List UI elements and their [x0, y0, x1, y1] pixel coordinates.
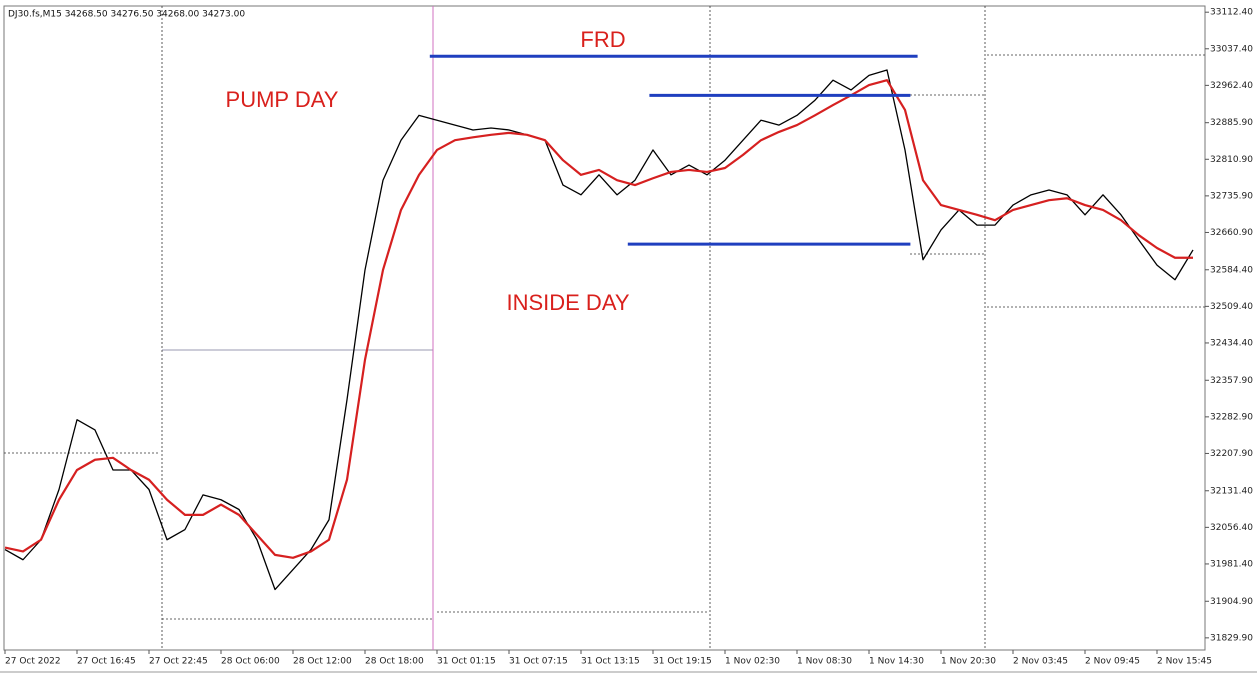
y-tick-label: 31904.90 — [1210, 597, 1253, 607]
y-tick-label: 32509.40 — [1210, 302, 1253, 312]
y-tick-label: 33112.40 — [1210, 8, 1253, 18]
x-tick-label: 1 Nov 02:30 — [725, 657, 780, 667]
x-tick-label: 2 Nov 15:45 — [1157, 657, 1212, 667]
y-tick-label: 32660.90 — [1210, 228, 1253, 238]
x-tick-label: 2 Nov 03:45 — [1013, 657, 1068, 667]
x-tick-label: 28 Oct 06:00 — [221, 657, 280, 667]
y-tick-label: 31829.90 — [1210, 633, 1253, 643]
x-tick-label: 1 Nov 20:30 — [941, 657, 996, 667]
x-tick-label: 1 Nov 08:30 — [797, 657, 852, 667]
annotation: INSIDE DAY — [506, 290, 629, 315]
x-tick-label: 2 Nov 09:45 — [1085, 657, 1140, 667]
x-tick-label: 28 Oct 12:00 — [293, 657, 352, 667]
y-tick-label: 33037.40 — [1210, 44, 1253, 54]
x-tick-label: 27 Oct 2022 — [5, 657, 61, 667]
annotation: PUMP DAY — [226, 87, 339, 112]
y-tick-label: 32357.90 — [1210, 376, 1253, 386]
y-tick-label: 32962.40 — [1210, 81, 1253, 91]
y-tick-label: 32735.90 — [1210, 191, 1253, 201]
y-tick-label: 32131.40 — [1210, 486, 1253, 496]
y-tick-label: 32056.40 — [1210, 523, 1253, 533]
x-tick-label: 31 Oct 19:15 — [653, 657, 712, 667]
x-tick-label: 27 Oct 16:45 — [77, 657, 136, 667]
x-tick-label: 31 Oct 01:15 — [437, 657, 496, 667]
y-tick-label: 32282.90 — [1210, 412, 1253, 422]
y-tick-label: 32810.90 — [1210, 155, 1253, 165]
x-tick-label: 31 Oct 07:15 — [509, 657, 568, 667]
price-line — [4, 69, 1194, 591]
price-line — [4, 79, 1193, 559]
y-tick-label: 32207.90 — [1210, 449, 1253, 459]
chart-header: DJ30.fs,M15 34268.50 34276.50 34268.00 3… — [8, 10, 245, 20]
x-tick-label: 27 Oct 22:45 — [149, 657, 208, 667]
y-tick-label: 32584.40 — [1210, 265, 1253, 275]
y-tick-label: 32885.90 — [1210, 118, 1253, 128]
annotation: FRD — [580, 27, 625, 52]
y-tick-label: 32434.40 — [1210, 338, 1253, 348]
x-tick-label: 31 Oct 13:15 — [581, 657, 640, 667]
x-tick-label: 28 Oct 18:00 — [365, 657, 424, 667]
x-tick-label: 1 Nov 14:30 — [869, 657, 924, 667]
plot-frame — [3, 5, 1206, 651]
y-tick-label: 31981.40 — [1210, 559, 1253, 569]
